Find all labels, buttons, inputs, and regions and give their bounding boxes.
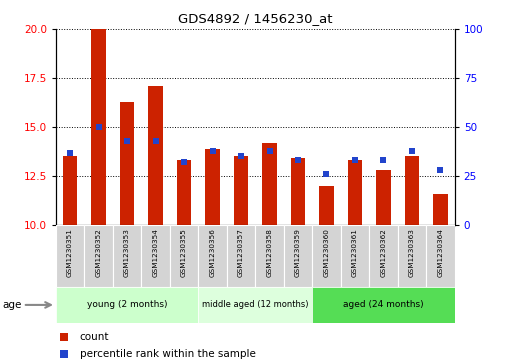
Text: GSM1230357: GSM1230357	[238, 228, 244, 277]
Text: GSM1230360: GSM1230360	[324, 228, 330, 277]
Bar	[91, 29, 106, 225]
Text: count: count	[80, 332, 109, 342]
Text: GSM1230352: GSM1230352	[96, 228, 102, 277]
Bar	[198, 287, 312, 323]
Bar	[433, 194, 448, 225]
Bar	[348, 160, 362, 225]
Bar	[170, 225, 198, 287]
Bar	[341, 225, 369, 287]
Bar	[398, 225, 426, 287]
Bar	[84, 225, 113, 287]
Bar	[56, 287, 198, 323]
Bar	[141, 225, 170, 287]
Bar	[284, 225, 312, 287]
Bar	[263, 143, 277, 225]
Text: percentile rank within the sample: percentile rank within the sample	[80, 349, 256, 359]
Bar	[405, 156, 419, 225]
Bar	[56, 225, 84, 287]
Text: aged (24 months): aged (24 months)	[343, 301, 424, 309]
Bar	[113, 225, 141, 287]
Text: GSM1230351: GSM1230351	[67, 228, 73, 277]
Bar	[426, 225, 455, 287]
Bar	[312, 287, 455, 323]
Bar	[369, 225, 398, 287]
Text: GSM1230356: GSM1230356	[209, 228, 215, 277]
Bar	[63, 156, 77, 225]
Bar	[148, 86, 163, 225]
Bar	[376, 170, 391, 225]
Text: GSM1230363: GSM1230363	[409, 228, 415, 277]
Bar	[291, 158, 305, 225]
Bar	[205, 148, 219, 225]
Text: GSM1230359: GSM1230359	[295, 228, 301, 277]
Text: GSM1230362: GSM1230362	[380, 228, 387, 277]
Text: young (2 months): young (2 months)	[87, 301, 167, 309]
Text: GSM1230364: GSM1230364	[437, 228, 443, 277]
Text: GSM1230355: GSM1230355	[181, 228, 187, 277]
Text: middle aged (12 months): middle aged (12 months)	[202, 301, 308, 309]
Title: GDS4892 / 1456230_at: GDS4892 / 1456230_at	[178, 12, 333, 25]
Bar	[255, 225, 284, 287]
Bar	[227, 225, 255, 287]
Text: GSM1230353: GSM1230353	[124, 228, 130, 277]
Text: GSM1230361: GSM1230361	[352, 228, 358, 277]
Bar	[120, 102, 134, 225]
Bar	[320, 186, 334, 225]
Text: GSM1230354: GSM1230354	[152, 228, 158, 277]
Text: age: age	[3, 300, 22, 310]
Bar	[177, 160, 191, 225]
Bar	[234, 156, 248, 225]
Text: GSM1230358: GSM1230358	[267, 228, 272, 277]
Bar	[312, 225, 341, 287]
Bar	[198, 225, 227, 287]
